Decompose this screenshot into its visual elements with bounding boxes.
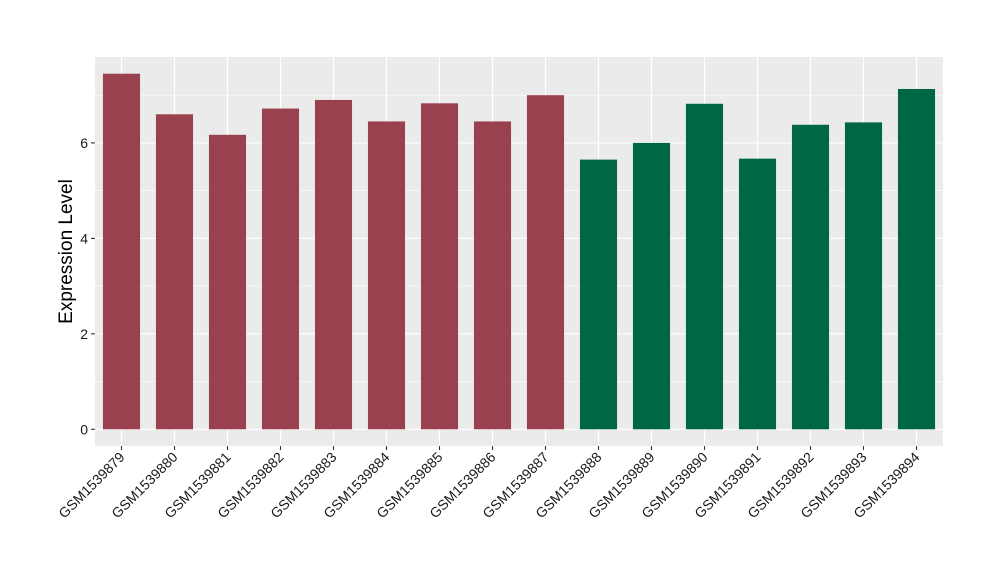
y-tick-label: 4 xyxy=(80,230,88,246)
bar-GSM1539885 xyxy=(420,103,459,430)
bar-GSM1539880 xyxy=(155,114,194,430)
bar-GSM1539879 xyxy=(102,73,141,430)
bar-GSM1539891 xyxy=(738,158,777,430)
y-tick-label: 6 xyxy=(80,135,88,151)
x-axis: GSM1539879GSM1539880GSM1539881GSM1539882… xyxy=(55,446,923,521)
bar-GSM1539893 xyxy=(844,122,883,430)
y-axis: 0 2 4 6 xyxy=(80,135,95,437)
bar-GSM1539884 xyxy=(367,121,406,430)
bar-GSM1539887 xyxy=(526,95,565,430)
bar-GSM1539886 xyxy=(473,121,512,430)
bar-GSM1539892 xyxy=(791,124,830,430)
bar-GSM1539881 xyxy=(208,134,247,430)
y-tick-label: 0 xyxy=(80,421,88,437)
bar-GSM1539888 xyxy=(579,159,618,430)
bars xyxy=(102,73,936,430)
bar-GSM1539894 xyxy=(897,88,936,430)
bar-GSM1539883 xyxy=(314,99,353,430)
bar-GSM1539890 xyxy=(685,103,724,430)
y-axis-label: Expression Level xyxy=(56,179,77,324)
y-tick-label: 2 xyxy=(80,326,88,342)
bar-GSM1539882 xyxy=(261,108,300,430)
bar-GSM1539889 xyxy=(632,142,671,430)
